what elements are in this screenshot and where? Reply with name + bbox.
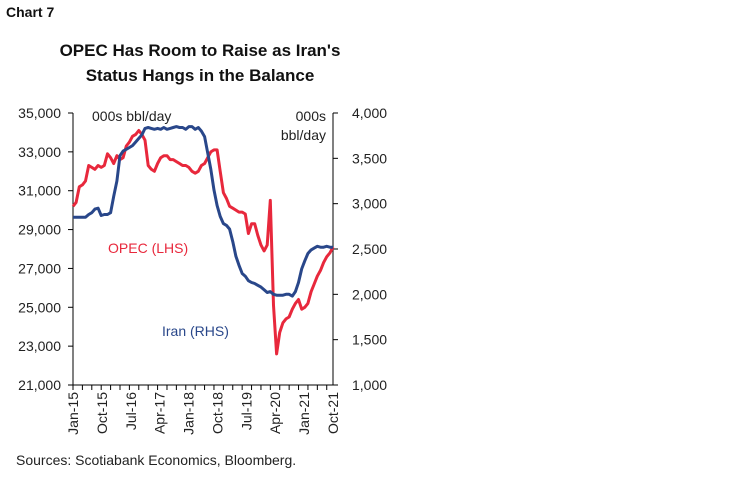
left-axis-tick-label: 23,000 <box>18 338 61 354</box>
left-axis-tick-label: 35,000 <box>18 105 61 121</box>
left-axis-tick-label: 33,000 <box>18 144 61 160</box>
left-axis-unit-label: 000s bbl/day <box>92 108 171 124</box>
x-axis-tick-label: Oct-15 <box>94 392 110 434</box>
x-axis-tick-label: Oct-21 <box>325 392 341 434</box>
left-axis-tick-label: 21,000 <box>18 377 61 393</box>
right-axis-tick-label: 3,500 <box>352 150 387 166</box>
series-group <box>71 125 335 356</box>
right-axis-unit-label-line2: bbl/day <box>281 127 326 143</box>
chart-number: Chart 7 <box>6 4 55 20</box>
right-axis-tick-label: 3,000 <box>352 196 387 212</box>
opec-series-label: OPEC (LHS) <box>108 240 188 256</box>
left-axis-tick-label: 27,000 <box>18 260 61 276</box>
iran-series-line <box>73 125 333 298</box>
left-axis-tick-label: 25,000 <box>18 299 61 315</box>
x-axis-tick-label: Jul-16 <box>123 392 139 430</box>
left-axis-tick-label: 29,000 <box>18 222 61 238</box>
x-axis-tick-label: Jan-18 <box>181 392 197 435</box>
right-axis-unit-label-line1: 000s <box>296 108 326 124</box>
iran-series-label: Iran (RHS) <box>162 323 229 339</box>
x-axis-tick-label: Jan-15 <box>65 392 81 435</box>
x-axis-tick-label: Apr-20 <box>267 392 283 434</box>
right-axis-tick-label: 1,500 <box>352 332 387 348</box>
x-axis-tick-label: Jan-21 <box>296 392 312 435</box>
x-axis-tick-label: Jul-19 <box>238 392 254 430</box>
right-axis-tick-label: 2,000 <box>352 286 387 302</box>
chart-title-line2: Status Hangs in the Balance <box>85 66 315 85</box>
right-axis-tick-label: 2,500 <box>352 241 387 257</box>
left-axis-tick-label: 31,000 <box>18 183 61 199</box>
opec-series-line <box>71 129 335 356</box>
right-axis-tick-label: 4,000 <box>352 105 387 121</box>
label-group: 35,000 33,000 31,000 29,000 27,000 25,000 23,0… <box>18 105 387 435</box>
chart-title-line1: OPEC Has Room to Raise as Iran's <box>59 41 341 60</box>
x-axis-tick-label: Oct-18 <box>209 392 225 434</box>
x-axis-tick-label: Apr-17 <box>152 392 168 434</box>
right-axis-tick-label: 1,000 <box>352 377 387 393</box>
source-note: Sources: Scotiabank Economics, Bloomberg… <box>16 452 297 468</box>
